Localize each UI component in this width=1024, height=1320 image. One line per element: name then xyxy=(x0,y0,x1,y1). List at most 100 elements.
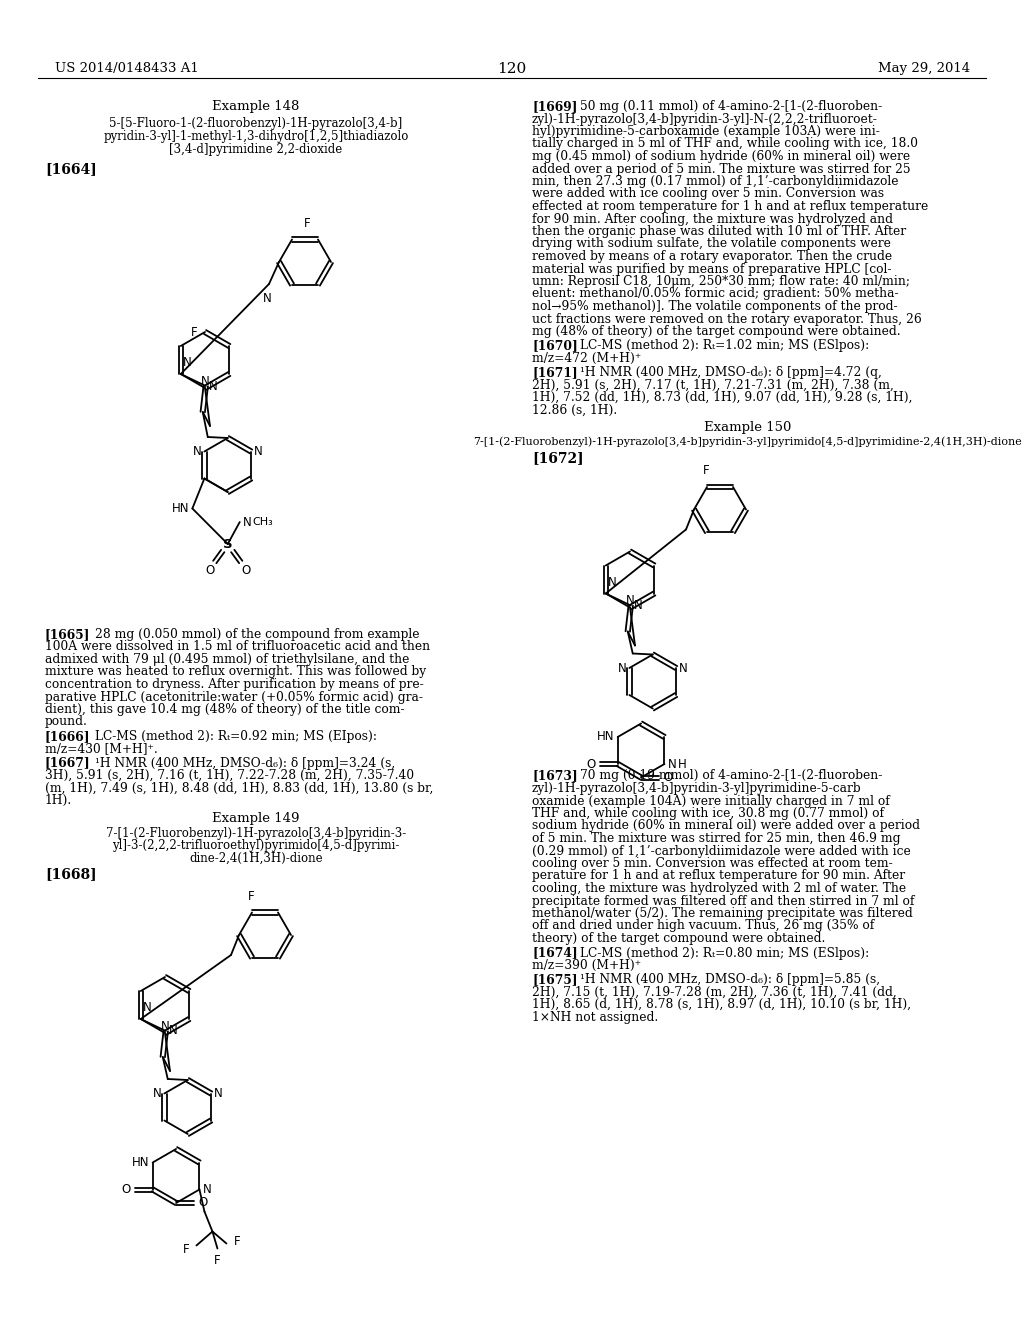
Text: Example 149: Example 149 xyxy=(212,812,300,825)
Text: N: N xyxy=(214,1086,223,1100)
Text: for 90 min. After cooling, the mixture was hydrolyzed and: for 90 min. After cooling, the mixture w… xyxy=(532,213,893,226)
Text: sodium hydride (60% in mineral oil) were added over a period: sodium hydride (60% in mineral oil) were… xyxy=(532,820,920,833)
Text: ¹H NMR (400 MHz, DMSO-d₆): δ [ppm]=3.24 (s,: ¹H NMR (400 MHz, DMSO-d₆): δ [ppm]=3.24 … xyxy=(95,756,395,770)
Text: F: F xyxy=(183,1243,189,1257)
Text: 2H), 7.15 (t, 1H), 7.19-7.28 (m, 2H), 7.36 (t, 1H), 7.41 (dd,: 2H), 7.15 (t, 1H), 7.19-7.28 (m, 2H), 7.… xyxy=(532,986,897,998)
Text: [3,4-d]pyrimidine 2,2-dioxide: [3,4-d]pyrimidine 2,2-dioxide xyxy=(169,143,343,156)
Text: [1664]: [1664] xyxy=(45,162,96,176)
Text: mixture was heated to reflux overnight. This was followed by: mixture was heated to reflux overnight. … xyxy=(45,665,426,678)
Text: [1670]: [1670] xyxy=(532,339,578,352)
Text: uct fractions were removed on the rotary evaporator. Thus, 26: uct fractions were removed on the rotary… xyxy=(532,313,922,326)
Text: N: N xyxy=(243,516,252,528)
Text: pound.: pound. xyxy=(45,715,88,729)
Text: 1H), 8.65 (d, 1H), 8.78 (s, 1H), 8.97 (d, 1H), 10.10 (s br, 1H),: 1H), 8.65 (d, 1H), 8.78 (s, 1H), 8.97 (d… xyxy=(532,998,911,1011)
Text: 5-[5-Fluoro-1-(2-fluorobenzyl)-1H-pyrazolo[3,4-b]: 5-[5-Fluoro-1-(2-fluorobenzyl)-1H-pyrazo… xyxy=(110,117,402,129)
Text: HN: HN xyxy=(172,502,189,515)
Text: 1H), 7.52 (dd, 1H), 8.73 (dd, 1H), 9.07 (dd, 1H), 9.28 (s, 1H),: 1H), 7.52 (dd, 1H), 8.73 (dd, 1H), 9.07 … xyxy=(532,391,912,404)
Text: [1669]: [1669] xyxy=(532,100,578,114)
Text: N: N xyxy=(153,1086,162,1100)
Text: [1672]: [1672] xyxy=(532,451,584,466)
Text: 1H).: 1H). xyxy=(45,795,73,807)
Text: N: N xyxy=(201,375,209,388)
Text: nol→95% methanol)]. The volatile components of the prod-: nol→95% methanol)]. The volatile compone… xyxy=(532,300,898,313)
Text: effected at room temperature for 1 h and at reflux temperature: effected at room temperature for 1 h and… xyxy=(532,201,928,213)
Text: were added with ice cooling over 5 min. Conversion was: were added with ice cooling over 5 min. … xyxy=(532,187,884,201)
Text: 120: 120 xyxy=(498,62,526,77)
Text: N: N xyxy=(254,445,263,458)
Text: THF and, while cooling with ice, 30.8 mg (0.77 mmol) of: THF and, while cooling with ice, 30.8 mg… xyxy=(532,807,884,820)
Text: dine-2,4(1H,3H)-dione: dine-2,4(1H,3H)-dione xyxy=(189,851,323,865)
Text: yl]-3-(2,2,2-trifluoroethyl)pyrimido[4,5-d]pyrimi-: yl]-3-(2,2,2-trifluoroethyl)pyrimido[4,5… xyxy=(113,840,399,853)
Text: N: N xyxy=(169,1024,177,1038)
Text: F: F xyxy=(190,326,197,338)
Text: CH₃: CH₃ xyxy=(253,517,273,527)
Text: (0.29 mmol) of 1,1’-carbonyldiimidazole were added with ice: (0.29 mmol) of 1,1’-carbonyldiimidazole … xyxy=(532,845,910,858)
Text: May 29, 2014: May 29, 2014 xyxy=(878,62,970,75)
Text: 28 mg (0.050 mmol) of the compound from example: 28 mg (0.050 mmol) of the compound from … xyxy=(95,628,420,642)
Text: material was purified by means of preparative HPLC [col-: material was purified by means of prepar… xyxy=(532,263,892,276)
Text: added over a period of 5 min. The mixture was stirred for 25: added over a period of 5 min. The mixtur… xyxy=(532,162,910,176)
Text: m/z=430 [M+H]⁺.: m/z=430 [M+H]⁺. xyxy=(45,742,158,755)
Text: precipitate formed was filtered off and then stirred in 7 ml of: precipitate formed was filtered off and … xyxy=(532,895,914,908)
Text: [1674]: [1674] xyxy=(532,946,578,960)
Text: parative HPLC (acetonitrile:water (+0.05% formic acid) gra-: parative HPLC (acetonitrile:water (+0.05… xyxy=(45,690,423,704)
Text: F: F xyxy=(214,1254,221,1266)
Text: N: N xyxy=(203,1183,211,1196)
Text: drying with sodium sulfate, the volatile components were: drying with sodium sulfate, the volatile… xyxy=(532,238,891,251)
Text: O: O xyxy=(205,564,214,577)
Text: then the organic phase was diluted with 10 ml of THF. After: then the organic phase was diluted with … xyxy=(532,224,906,238)
Text: eluent: methanol/0.05% formic acid; gradient: 50% metha-: eluent: methanol/0.05% formic acid; grad… xyxy=(532,288,899,301)
Text: H: H xyxy=(678,758,686,771)
Text: m/z=472 (M+H)⁺: m/z=472 (M+H)⁺ xyxy=(532,352,641,366)
Text: 50 mg (0.11 mmol) of 4-amino-2-[1-(2-fluoroben-: 50 mg (0.11 mmol) of 4-amino-2-[1-(2-flu… xyxy=(580,100,883,114)
Text: 12.86 (s, 1H).: 12.86 (s, 1H). xyxy=(532,404,617,417)
Text: N: N xyxy=(626,594,635,607)
Text: m/z=390 (M+H)⁺: m/z=390 (M+H)⁺ xyxy=(532,960,641,972)
Text: O: O xyxy=(664,771,673,784)
Text: N: N xyxy=(679,661,688,675)
Text: cooling over 5 min. Conversion was effected at room tem-: cooling over 5 min. Conversion was effec… xyxy=(532,857,893,870)
Text: oxamide (example 104A) were initially charged in 7 ml of: oxamide (example 104A) were initially ch… xyxy=(532,795,890,808)
Text: O: O xyxy=(587,758,596,771)
Text: concentration to dryness. After purification by means of pre-: concentration to dryness. After purifica… xyxy=(45,678,424,690)
Text: mg (0.45 mmol) of sodium hydride (60% in mineral oil) were: mg (0.45 mmol) of sodium hydride (60% in… xyxy=(532,150,910,162)
Text: admixed with 79 μl (0.495 mmol) of triethylsilane, and the: admixed with 79 μl (0.495 mmol) of triet… xyxy=(45,653,410,667)
Text: N: N xyxy=(634,599,642,612)
Text: N: N xyxy=(142,1001,152,1014)
Text: O: O xyxy=(241,564,251,577)
Text: 7-[1-(2-Fluorobenzyl)-1H-pyrazolo[3,4-b]pyridin-3-: 7-[1-(2-Fluorobenzyl)-1H-pyrazolo[3,4-b]… xyxy=(105,828,407,840)
Text: [1675]: [1675] xyxy=(532,973,578,986)
Text: F: F xyxy=(702,465,710,478)
Text: cooling, the mixture was hydrolyzed with 2 ml of water. The: cooling, the mixture was hydrolyzed with… xyxy=(532,882,906,895)
Text: [1668]: [1668] xyxy=(45,867,96,880)
Text: [1671]: [1671] xyxy=(532,366,578,379)
Text: N: N xyxy=(617,661,627,675)
Text: LC-MS (method 2): Rₜ=1.02 min; MS (ESlpos):: LC-MS (method 2): Rₜ=1.02 min; MS (ESlpo… xyxy=(580,339,869,352)
Text: hyl)pyrimidine-5-carboxamide (example 103A) were ini-: hyl)pyrimidine-5-carboxamide (example 10… xyxy=(532,125,880,139)
Text: pyridin-3-yl]-1-methyl-1,3-dihydro[1,2,5]thiadiazolo: pyridin-3-yl]-1-methyl-1,3-dihydro[1,2,5… xyxy=(103,129,409,143)
Text: off and dried under high vacuum. Thus, 26 mg (35% of: off and dried under high vacuum. Thus, 2… xyxy=(532,920,874,932)
Text: umn: Reprosil C18, 10μm, 250*30 mm; flow rate: 40 ml/min;: umn: Reprosil C18, 10μm, 250*30 mm; flow… xyxy=(532,275,910,288)
Text: N: N xyxy=(262,292,271,305)
Text: F: F xyxy=(233,1236,240,1247)
Text: perature for 1 h and at reflux temperature for 90 min. After: perature for 1 h and at reflux temperatu… xyxy=(532,870,905,883)
Text: of 5 min. The mixture was stirred for 25 min, then 46.9 mg: of 5 min. The mixture was stirred for 25… xyxy=(532,832,900,845)
Text: 1×NH not assigned.: 1×NH not assigned. xyxy=(532,1011,658,1023)
Text: zyl)-1H-pyrazolo[3,4-b]pyridin-3-yl]pyrimidine-5-carb: zyl)-1H-pyrazolo[3,4-b]pyridin-3-yl]pyri… xyxy=(532,781,861,795)
Text: Example 148: Example 148 xyxy=(212,100,300,114)
Text: theory) of the target compound were obtained.: theory) of the target compound were obta… xyxy=(532,932,825,945)
Text: [1665]: [1665] xyxy=(45,628,90,642)
Text: O: O xyxy=(122,1183,131,1196)
Text: S: S xyxy=(223,537,232,550)
Text: [1667]: [1667] xyxy=(45,756,91,770)
Text: F: F xyxy=(248,890,254,903)
Text: 2H), 5.91 (s, 2H), 7.17 (t, 1H), 7.21-7.31 (m, 2H), 7.38 (m,: 2H), 5.91 (s, 2H), 7.17 (t, 1H), 7.21-7.… xyxy=(532,379,894,392)
Text: zyl)-1H-pyrazolo[3,4-b]pyridin-3-yl]-N-(2,2,2-trifluoroet-: zyl)-1H-pyrazolo[3,4-b]pyridin-3-yl]-N-(… xyxy=(532,112,878,125)
Text: N: N xyxy=(182,356,191,370)
Text: N: N xyxy=(668,758,676,771)
Text: N: N xyxy=(209,380,217,392)
Text: N: N xyxy=(608,576,616,589)
Text: mg (48% of theory) of the target compound were obtained.: mg (48% of theory) of the target compoun… xyxy=(532,325,901,338)
Text: 7-[1-(2-Fluorobenzyl)-1H-pyrazolo[3,4-b]pyridin-3-yl]pyrimido[4,5-d]pyrimidine-2: 7-[1-(2-Fluorobenzyl)-1H-pyrazolo[3,4-b]… xyxy=(474,437,1022,447)
Text: ¹H NMR (400 MHz, DMSO-d₆): δ [ppm]=5.85 (s,: ¹H NMR (400 MHz, DMSO-d₆): δ [ppm]=5.85 … xyxy=(580,973,880,986)
